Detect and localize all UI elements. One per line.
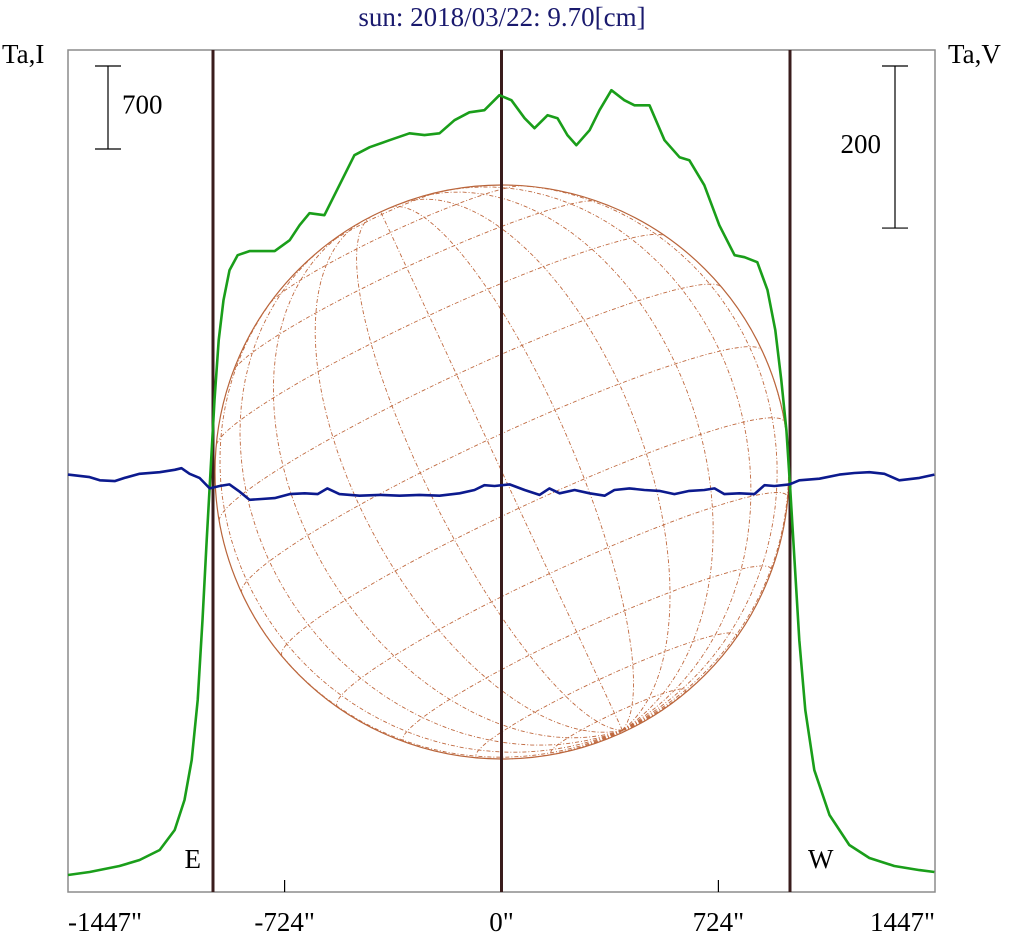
- grid-curve: [233, 200, 597, 371]
- right-axis-label: Ta,V: [948, 39, 1001, 69]
- solar-disc: [214, 184, 790, 760]
- grid-curve: [356, 216, 623, 731]
- grid-curve: [593, 729, 623, 745]
- grid-curve: [272, 232, 623, 739]
- grid-curve: [269, 185, 522, 304]
- x-tick-label: 724": [693, 907, 745, 937]
- grid-curve: [442, 186, 752, 731]
- grid-curve: [420, 191, 714, 731]
- grid-curve: [507, 184, 778, 731]
- grid-curve: [475, 632, 737, 759]
- series-line: [67, 88, 935, 877]
- west-label: W: [808, 844, 834, 874]
- chart-title: sun: 2018/03/22: 9.70[cm]: [358, 2, 645, 32]
- grid-curve: [241, 593, 623, 758]
- grid-curve: [622, 728, 631, 731]
- grid-curve: [401, 198, 671, 731]
- x-tick-label: -724": [254, 907, 315, 937]
- v-scale-bar-label: 200: [841, 129, 882, 159]
- grid-curve: [219, 291, 623, 753]
- grid-curve: [622, 724, 637, 731]
- grid-curve: [511, 729, 623, 760]
- grid-curve: [622, 350, 790, 731]
- i-scale-bar-label: 700: [122, 90, 163, 120]
- grid-curve: [550, 688, 687, 755]
- grid-curve: [621, 730, 624, 733]
- grid-curve: [218, 283, 722, 521]
- grid-curve: [314, 221, 623, 733]
- x-tick-label: -1447": [68, 907, 142, 937]
- x-tick-label: 1447": [870, 907, 935, 937]
- grid-curve: [622, 716, 652, 731]
- grid-curve: [391, 206, 635, 731]
- x-tick-label: 0": [489, 907, 514, 937]
- grid-curve: [622, 663, 717, 731]
- series-line: [67, 466, 935, 502]
- grid-curve: [380, 211, 623, 731]
- left-axis-label: Ta,I: [2, 39, 44, 69]
- east-label: E: [184, 844, 201, 874]
